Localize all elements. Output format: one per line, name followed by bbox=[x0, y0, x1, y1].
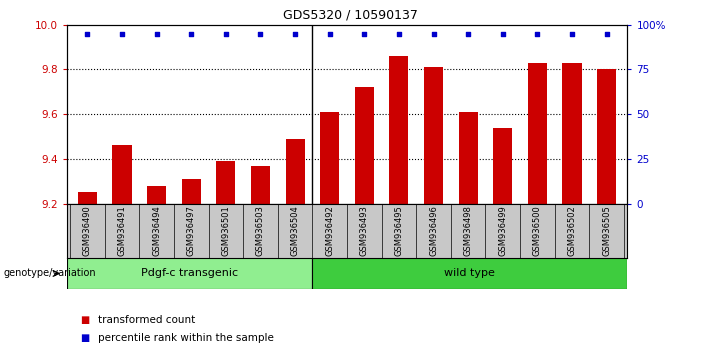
Bar bbox=[312, 258, 627, 289]
Bar bbox=[389, 56, 409, 204]
Bar bbox=[112, 145, 132, 204]
Point bbox=[428, 31, 439, 36]
Text: GSM936492: GSM936492 bbox=[325, 205, 334, 256]
Point bbox=[220, 31, 231, 36]
Point bbox=[359, 31, 370, 36]
Point bbox=[255, 31, 266, 36]
Bar bbox=[562, 63, 582, 204]
Point bbox=[186, 31, 197, 36]
Bar bbox=[424, 67, 443, 204]
Bar bbox=[355, 87, 374, 204]
Bar bbox=[458, 112, 477, 204]
Bar bbox=[182, 179, 200, 204]
Text: wild type: wild type bbox=[444, 268, 495, 279]
Text: GSM936501: GSM936501 bbox=[222, 205, 231, 256]
Bar bbox=[528, 63, 547, 204]
Bar bbox=[597, 69, 616, 204]
Text: GSM936490: GSM936490 bbox=[83, 205, 92, 256]
Text: GDS5320 / 10590137: GDS5320 / 10590137 bbox=[283, 9, 418, 22]
Text: percentile rank within the sample: percentile rank within the sample bbox=[98, 333, 274, 343]
Point bbox=[601, 31, 612, 36]
Bar bbox=[320, 112, 339, 204]
Text: GSM936495: GSM936495 bbox=[395, 205, 403, 256]
Text: genotype/variation: genotype/variation bbox=[4, 268, 96, 279]
Text: GSM936505: GSM936505 bbox=[602, 205, 611, 256]
Bar bbox=[494, 127, 512, 204]
Text: GSM936499: GSM936499 bbox=[498, 205, 508, 256]
Text: GSM936504: GSM936504 bbox=[291, 205, 299, 256]
Text: GSM936503: GSM936503 bbox=[256, 205, 265, 256]
Bar bbox=[285, 139, 305, 204]
Text: ■: ■ bbox=[81, 333, 90, 343]
Point bbox=[151, 31, 162, 36]
Text: GSM936496: GSM936496 bbox=[429, 205, 438, 256]
Text: Pdgf-c transgenic: Pdgf-c transgenic bbox=[141, 268, 238, 279]
Bar bbox=[147, 185, 166, 204]
Text: GSM936494: GSM936494 bbox=[152, 205, 161, 256]
Point bbox=[463, 31, 474, 36]
Text: GSM936498: GSM936498 bbox=[463, 205, 472, 256]
Text: GSM936493: GSM936493 bbox=[360, 205, 369, 256]
Text: GSM936500: GSM936500 bbox=[533, 205, 542, 256]
Point bbox=[532, 31, 543, 36]
Bar bbox=[251, 166, 270, 204]
Point bbox=[566, 31, 578, 36]
Text: GSM936502: GSM936502 bbox=[568, 205, 576, 256]
Point bbox=[290, 31, 301, 36]
Point bbox=[82, 31, 93, 36]
Point bbox=[497, 31, 508, 36]
Bar bbox=[217, 161, 236, 204]
Bar bbox=[67, 258, 312, 289]
Bar bbox=[78, 192, 97, 204]
Text: transformed count: transformed count bbox=[98, 315, 196, 325]
Point bbox=[324, 31, 335, 36]
Text: GSM936491: GSM936491 bbox=[118, 205, 126, 256]
Point bbox=[116, 31, 128, 36]
Point bbox=[393, 31, 404, 36]
Text: GSM936497: GSM936497 bbox=[186, 205, 196, 256]
Text: ■: ■ bbox=[81, 315, 90, 325]
